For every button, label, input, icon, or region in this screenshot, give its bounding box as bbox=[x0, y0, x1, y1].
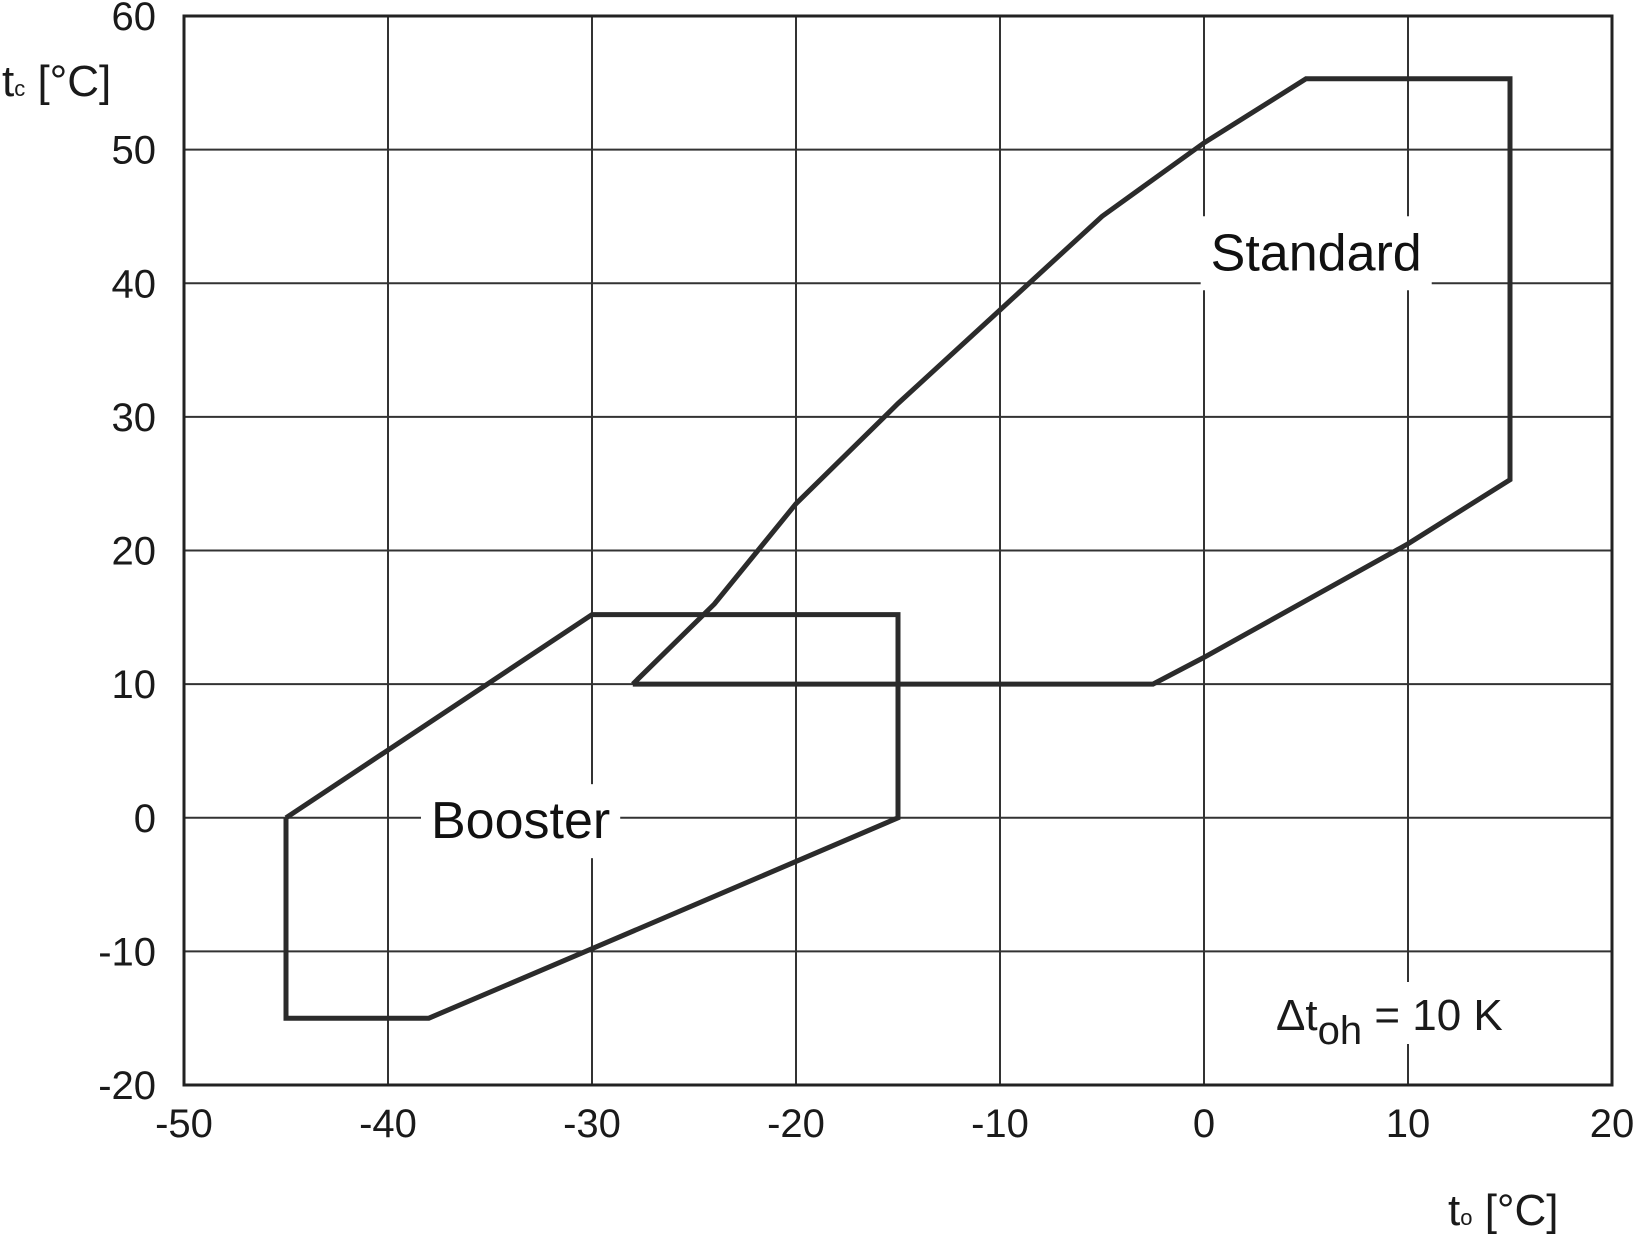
y-tick-label: 10 bbox=[112, 663, 157, 707]
envelope-standard bbox=[631, 76, 1513, 687]
y-tick-label: 0 bbox=[134, 797, 156, 841]
y-tick-label: 30 bbox=[112, 396, 157, 440]
x-tick-label: 20 bbox=[1590, 1102, 1635, 1146]
region-label-text: Booster bbox=[431, 792, 610, 850]
region-label-booster: Booster bbox=[420, 784, 621, 859]
superheat-annotation: Δtoh = 10 K bbox=[1268, 982, 1556, 1053]
y-axis-label-unit: [°C] bbox=[25, 57, 111, 106]
region-label-bg bbox=[1200, 216, 1432, 291]
region-label-bg bbox=[420, 784, 621, 859]
envelope-series bbox=[283, 76, 1513, 1021]
region-label-text: Standard bbox=[1211, 224, 1422, 282]
y-axis-label: tc [°C] bbox=[2, 57, 111, 106]
y-tick-labels: 60 50 40 30 20 10 0 -10 -20 bbox=[98, 0, 156, 1108]
y-axis-label-sub: c bbox=[14, 76, 25, 101]
superheat-annotation-text: Δtoh = 10 K bbox=[1276, 991, 1503, 1053]
plot-frame bbox=[182, 14, 1614, 1087]
y-tick-label: 60 bbox=[112, 0, 157, 39]
envelope-booster bbox=[283, 612, 901, 1021]
x-tick-label: -10 bbox=[971, 1102, 1029, 1146]
y-axis-label-main: t bbox=[2, 57, 14, 106]
x-tick-label: 10 bbox=[1386, 1102, 1431, 1146]
region-label-standard: Standard bbox=[1200, 216, 1432, 291]
region-labels: Standard Booster bbox=[420, 216, 1432, 859]
x-tick-label: -20 bbox=[767, 1102, 825, 1146]
y-tick-label: 40 bbox=[112, 262, 157, 306]
annotation-prefix: Δt bbox=[1276, 991, 1318, 1040]
x-tick-labels: -50 -40 -30 -20 -10 0 10 20 bbox=[155, 1102, 1634, 1146]
x-axis-label-unit: [°C] bbox=[1472, 1186, 1558, 1235]
annotation-suffix: = 10 K bbox=[1362, 991, 1503, 1040]
x-tick-label: -50 bbox=[155, 1102, 213, 1146]
x-tick-label: -30 bbox=[563, 1102, 621, 1146]
x-tick-label: -40 bbox=[359, 1102, 417, 1146]
y-tick-label: 50 bbox=[112, 129, 157, 173]
x-tick-label: 0 bbox=[1193, 1102, 1215, 1146]
x-axis-label-sub: o bbox=[1460, 1205, 1472, 1230]
y-tick-label: -10 bbox=[98, 930, 156, 974]
y-tick-label: 20 bbox=[112, 530, 157, 574]
x-axis-label: to [°C] bbox=[1448, 1186, 1559, 1235]
x-axis-label-main: t bbox=[1448, 1186, 1460, 1235]
annotation-sub: oh bbox=[1318, 1009, 1363, 1053]
y-tick-label: -20 bbox=[98, 1064, 156, 1108]
